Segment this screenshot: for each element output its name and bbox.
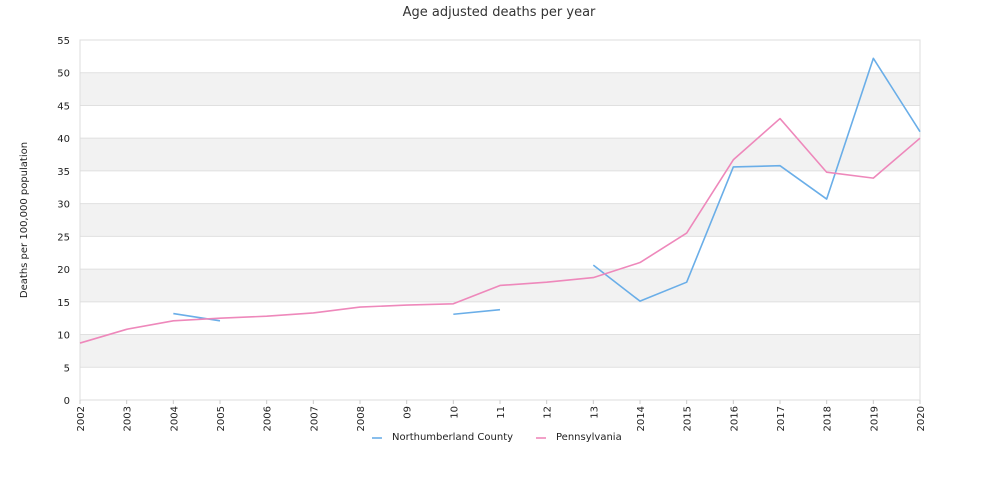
x-tick-label: 2019	[869, 406, 880, 431]
grid-bands	[80, 72, 920, 368]
x-tick-label: 2003	[123, 406, 134, 431]
x-tick-label: 2007	[309, 406, 320, 431]
y-tick-label: 25	[57, 232, 70, 243]
x-tick-label: 2002	[76, 406, 87, 431]
grid-band	[80, 138, 920, 171]
y-tick-label: 55	[57, 36, 70, 47]
grid-band	[80, 203, 920, 237]
series-northumberland-county	[173, 57, 921, 322]
x-tick-label: 2016	[729, 406, 740, 431]
x-tick-label: 2006	[263, 406, 274, 431]
grid-band	[80, 334, 920, 368]
x-tick-label: 13	[589, 406, 600, 419]
y-tick-label: 40	[57, 134, 70, 145]
y-axis-ticks: 0 5 10 15 20 25 30 35 40 45 50 55	[57, 36, 70, 407]
series-line-segment	[592, 57, 921, 302]
y-tick-label: 45	[57, 101, 70, 112]
y-axis-label: Deaths per 100,000 population	[19, 142, 30, 298]
series-line-segment	[173, 312, 221, 322]
legend-label: Pennsylvania	[556, 432, 622, 443]
x-tick-label: 12	[543, 406, 554, 419]
x-tick-label: 2017	[776, 406, 787, 431]
y-tick-label: 20	[57, 265, 70, 276]
chart-title: Age adjusted deaths per year	[403, 5, 596, 20]
y-tick-label: 35	[57, 167, 70, 178]
x-tick-label: 11	[496, 406, 507, 419]
x-tick-label: 2018	[823, 406, 834, 431]
x-tick-label: 2004	[169, 406, 180, 431]
y-tick-label: 30	[57, 200, 70, 211]
series-line-segment	[453, 308, 501, 316]
y-tick-label: 0	[64, 396, 70, 407]
x-tick-label: 2008	[356, 406, 367, 431]
series-pennsylvania	[79, 117, 921, 344]
x-tick-label: 09	[403, 406, 414, 419]
x-tick-label: 10	[449, 406, 460, 419]
x-tick-label: 2020	[916, 406, 927, 431]
series-line-segment	[79, 117, 921, 344]
legend: Northumberland County Pennsylvania	[372, 432, 622, 443]
y-tick-label: 50	[57, 69, 70, 80]
y-tick-label: 5	[64, 363, 70, 374]
x-axis-ticks: 2002 2003 2004 2005 2006 2007 2008 09 10 11 12 13 20…	[76, 400, 927, 431]
x-tick-label: 2015	[683, 406, 694, 431]
y-tick-label: 15	[57, 298, 70, 309]
y-tick-label: 10	[57, 331, 70, 342]
x-tick-label: 2014	[636, 406, 647, 431]
legend-label: Northumberland County	[392, 432, 513, 443]
x-tick-label: 2005	[216, 406, 227, 431]
series-lines	[79, 57, 921, 344]
grid-band	[80, 72, 920, 106]
